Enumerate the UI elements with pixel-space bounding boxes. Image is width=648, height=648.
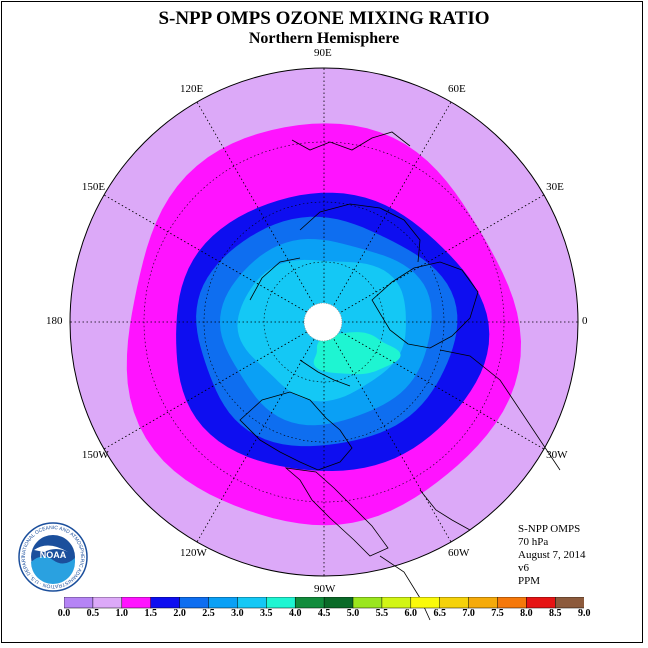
colorbar-tick-label: 1.0 — [115, 608, 129, 619]
meridian-line — [341, 331, 545, 450]
colorbar-swatch — [237, 597, 267, 609]
longitude-label: 90E — [314, 47, 332, 59]
latitude-circle — [203, 201, 445, 443]
colorbar-swatch — [555, 597, 584, 609]
colorbar-swatch — [150, 597, 181, 609]
colorbar-tick-label: 5.0 — [346, 608, 360, 619]
longitude-label: 90W — [314, 583, 336, 595]
longitude-label: 30E — [546, 181, 564, 193]
info-instrument: S-NPP OMPS — [518, 523, 581, 535]
colorbar-tick-label: 0.5 — [86, 608, 100, 619]
coastline-9 — [419, 489, 471, 531]
colorbar-tick-label: 4.0 — [288, 608, 302, 619]
info-version: v6 — [518, 562, 529, 574]
colorbar-swatch — [352, 597, 383, 609]
colorbar-tick-label: 4.5 — [317, 608, 331, 619]
colorbar-swatch — [266, 597, 296, 609]
info-units: PPM — [518, 575, 541, 587]
meridian-line — [103, 194, 307, 313]
colorbar-swatch — [468, 597, 499, 609]
longitude-label: 30W — [546, 449, 568, 461]
coastline-2 — [379, 555, 431, 621]
longitude-label: 60E — [448, 82, 466, 95]
coastline-7 — [291, 131, 411, 151]
logo-text: NOAA — [40, 550, 67, 560]
coastline-4 — [439, 349, 561, 471]
colorbar — [64, 597, 584, 609]
colorbar-tick-label: 8.0 — [520, 608, 533, 619]
longitude-label: 60W — [448, 547, 470, 560]
colorbar-swatch — [208, 597, 238, 609]
info-block: S-NPP OMPS 70 hPa August 7, 2014 v6 PPM — [518, 523, 586, 588]
meridian-line — [196, 339, 315, 543]
longitude-label: 0 — [582, 315, 588, 327]
contour-band-3-5 — [313, 332, 401, 375]
colorbar-tick-label: 3.5 — [260, 608, 273, 619]
coastline-8 — [299, 359, 351, 387]
colorbar-swatch — [294, 597, 325, 609]
noaa-logo: NATIONAL OCEANIC AND ATMOSPHERIC ADMINIS… — [18, 522, 88, 592]
colorbar-swatch — [323, 597, 354, 609]
coastline-6 — [249, 257, 301, 301]
colorbar-tick-label: 1.5 — [144, 608, 157, 619]
colorbar-tick-label: 8.5 — [549, 608, 562, 619]
map-title: S-NPP OMPS OZONE MIXING RATIO — [158, 8, 490, 29]
coastline-0 — [239, 391, 353, 471]
latitude-circle — [143, 141, 505, 503]
longitude-label: 180 — [46, 315, 63, 327]
colorbar-swatch — [179, 597, 210, 609]
meridian-line — [333, 101, 452, 305]
latitude-circle — [263, 261, 385, 383]
colorbar-swatch — [526, 597, 556, 609]
colorbar-tick-label: 9.0 — [577, 608, 591, 619]
map-subtitle: Northern Hemisphere — [248, 30, 400, 47]
longitude-label: 150W — [81, 449, 109, 461]
colorbar-tick-label: 6.0 — [404, 608, 418, 619]
colorbar-tick-label: 6.5 — [433, 608, 446, 619]
colorbar-tick-label: 5.5 — [375, 608, 389, 619]
colorbar-swatch — [92, 597, 123, 609]
colorbar-tick-label: 7.0 — [462, 608, 475, 619]
colorbar-swatch — [497, 597, 527, 609]
colorbar-swatch — [439, 597, 470, 609]
colorbar-tick-label: 3.0 — [231, 608, 244, 619]
meridian-line — [196, 101, 315, 305]
colorbar-tick-label: 2.0 — [173, 608, 186, 619]
longitude-label: 120W — [180, 547, 207, 560]
colorbar-tick-label: 2.5 — [202, 608, 215, 619]
coastline-3 — [371, 261, 479, 349]
pole-no-data-circle — [303, 302, 343, 342]
coastline-5 — [299, 203, 421, 263]
meridian-line — [341, 194, 545, 313]
coastline-1 — [284, 467, 389, 557]
meridian-line — [103, 331, 307, 450]
info-pressure: 70 hPa — [518, 536, 549, 548]
colorbar-tick-label: 7.5 — [491, 608, 504, 619]
colorbar-swatch — [381, 597, 412, 609]
longitude-label: 120E — [180, 82, 204, 95]
meridian-line — [333, 339, 452, 543]
colorbar-tick-label: 0.0 — [57, 608, 71, 619]
colorbar-swatch — [121, 597, 152, 609]
longitude-label: 150E — [81, 181, 106, 193]
colorbar-swatch — [64, 597, 94, 609]
info-date: August 7, 2014 — [518, 549, 586, 561]
colorbar-swatch — [410, 597, 441, 609]
